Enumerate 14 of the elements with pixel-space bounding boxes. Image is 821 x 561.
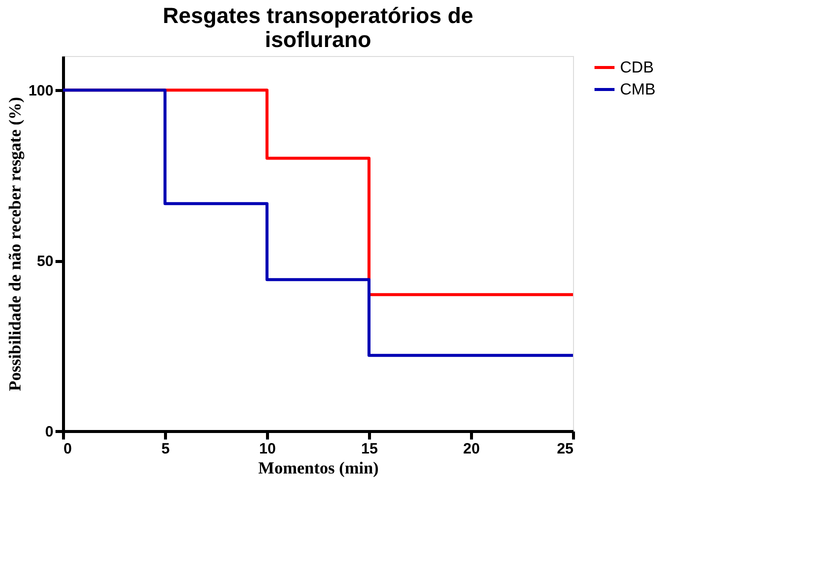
y-axis-title: Possibilidade de não receber resgate (%) [5, 96, 24, 392]
x-tick-label: 10 [259, 440, 276, 458]
x-tick-label: 25 [556, 440, 574, 458]
x-tick-label: 0 [64, 440, 72, 458]
x-tick-label: 5 [161, 440, 170, 458]
y-tick-label: 0 [45, 424, 54, 440]
y-tick-label: 100 [28, 82, 54, 100]
legend-label: CMB [620, 82, 656, 98]
x-axis-title: Momentos (min) [258, 458, 379, 478]
x-tick-label: 15 [361, 440, 378, 458]
x-tick-label: 20 [463, 440, 480, 458]
legend-label: CDB [620, 60, 654, 76]
chart-title: Resgates transoperatórios de isoflurano [162, 3, 474, 52]
y-tick-label: 50 [36, 253, 54, 270]
